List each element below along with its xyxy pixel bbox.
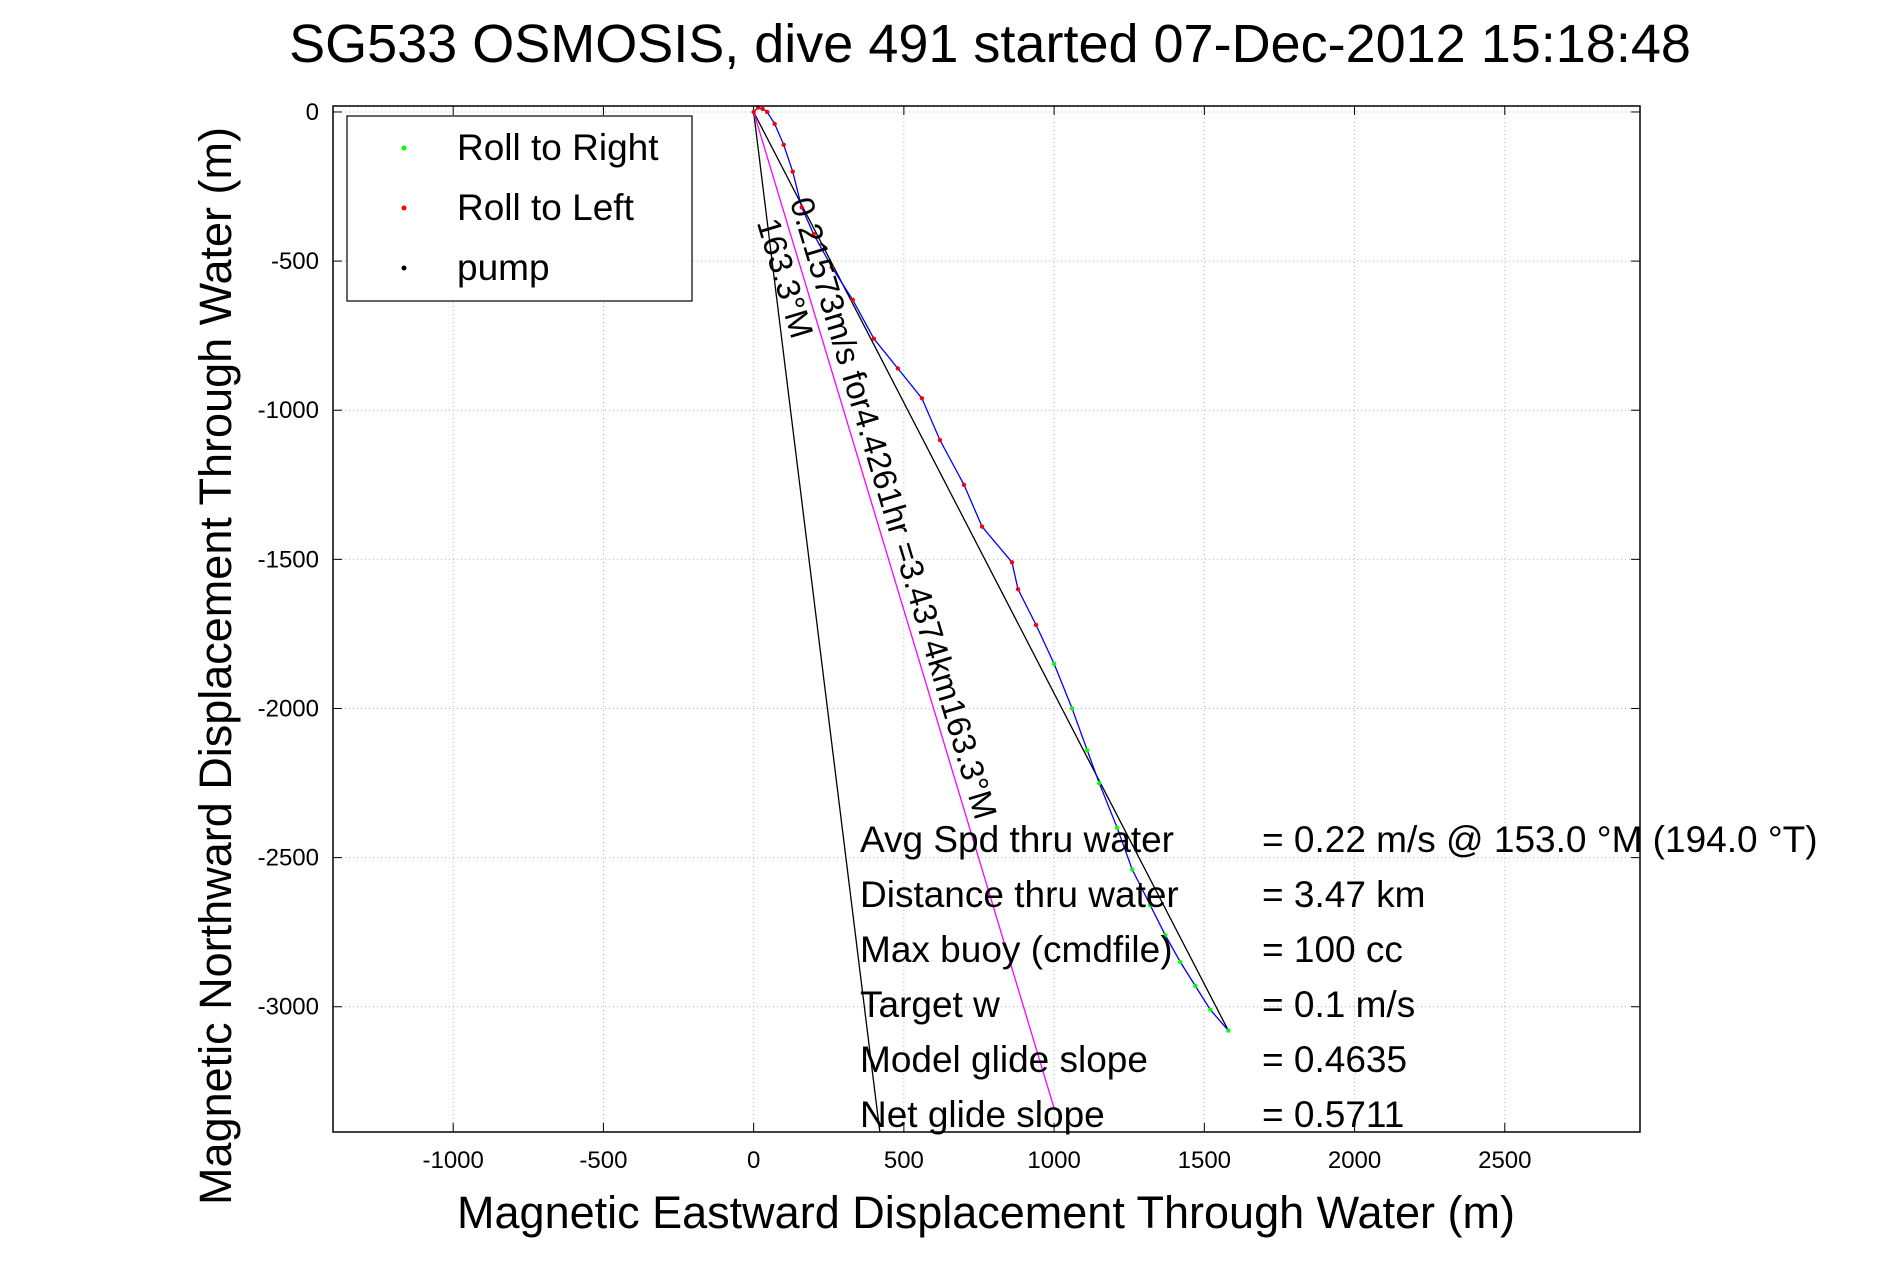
summary-value: = 0.1 m/s [1262, 984, 1415, 1025]
x-tick-label: -500 [579, 1147, 627, 1174]
reference-line [753, 111, 1229, 1031]
track-point [1130, 867, 1135, 872]
summary-label: Net glide slope [860, 1094, 1105, 1135]
y-tick-label: -2000 [258, 695, 319, 722]
legend-entry-label: Roll to Right [457, 127, 659, 168]
track-point [1084, 748, 1090, 753]
track-point [1226, 1028, 1231, 1033]
x-tick-label: 1000 [1027, 1147, 1080, 1174]
summary-label: Max buoy (cmdfile) [860, 929, 1173, 970]
legend-marker [401, 265, 407, 271]
track-point [772, 121, 777, 127]
track-point [1051, 661, 1057, 666]
track-point [1193, 983, 1198, 989]
y-tick-label: -3000 [258, 994, 319, 1021]
track-point [781, 142, 786, 147]
grid-lines [333, 106, 1640, 1132]
summary-label: Target w [860, 984, 1000, 1025]
track-line [753, 106, 1229, 1032]
track-point [1208, 1007, 1213, 1012]
legend: Roll to Right Roll to Left pump [346, 115, 693, 302]
summary-value: = 3.47 km [1262, 874, 1426, 915]
track-point [1096, 780, 1102, 786]
x-tick-label: 500 [884, 1147, 924, 1174]
plot-frame [332, 105, 1641, 1133]
y-tick-label: -1000 [258, 397, 319, 424]
chart-title: SG533 OSMOSIS, dive 491 started 07-Dec-2… [289, 14, 1691, 74]
track-point [811, 232, 816, 237]
legend-entry-label: pump [457, 247, 550, 288]
summary-label: Avg Spd thru water [860, 819, 1174, 860]
x-tick-label: 2500 [1478, 1147, 1531, 1174]
track-point [937, 437, 943, 443]
legend-marker [401, 145, 407, 151]
summary-value: = 100 cc [1262, 929, 1403, 970]
y-tick-label: -1500 [258, 546, 319, 573]
track-point [764, 109, 770, 115]
track-point [1069, 706, 1075, 711]
track-point [1163, 932, 1168, 938]
track-point [760, 106, 765, 112]
track-point [1033, 622, 1039, 628]
x-tick-label: 0 [747, 1147, 760, 1174]
y-axis-label: Magnetic Northward Displacement Through … [190, 127, 241, 1205]
summary-label: Distance thru water [860, 874, 1179, 915]
summary-label: Model glide slope [860, 1039, 1148, 1080]
track-point [1178, 959, 1183, 965]
reference-line [752, 111, 881, 1133]
track-point [751, 109, 756, 115]
track-point [1115, 825, 1120, 830]
legend-marker [401, 205, 407, 211]
track-point [829, 264, 834, 270]
track-point [895, 366, 901, 371]
x-axis-label: Magnetic Eastward Displacement Through W… [457, 1187, 1515, 1238]
track-point [799, 205, 804, 210]
summary-panel: Avg Spd thru water = 0.22 m/s @ 153.0 °M … [860, 819, 1818, 1135]
track-point [790, 169, 795, 174]
track-point [979, 524, 985, 529]
track-point [1009, 560, 1015, 565]
track-point [1148, 903, 1153, 908]
track-point [919, 396, 925, 401]
y-tick-label: -500 [271, 248, 319, 275]
x-tick-label: 2000 [1328, 1147, 1381, 1174]
track-point [871, 336, 877, 341]
y-tick-label: 0 [306, 99, 319, 126]
axis-ticks: -1000 -500 0 500 1000 1500 2000 2500 0 -500 -1000 -… [258, 99, 1640, 1174]
track-point [1015, 586, 1021, 592]
glide-path-line [753, 111, 1055, 1109]
legend-entry-label: Roll to Left [457, 187, 635, 228]
summary-value: = 0.5711 [1262, 1094, 1404, 1135]
x-tick-label: 1500 [1178, 1147, 1231, 1174]
x-tick-label: -1000 [422, 1147, 483, 1174]
chart-series [751, 105, 1231, 1133]
y-tick-label: -2500 [258, 845, 319, 872]
track-point [961, 482, 967, 487]
summary-value: = 0.22 m/s @ 153.0 °M (194.0 °T) [1262, 819, 1818, 860]
summary-value: = 0.4635 [1262, 1039, 1407, 1080]
track-point [850, 297, 855, 303]
